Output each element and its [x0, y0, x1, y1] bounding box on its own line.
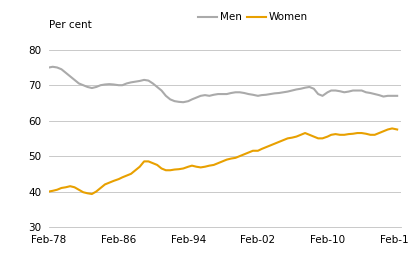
Women: [351, 132, 355, 135]
Women: [307, 133, 312, 136]
Men: [50, 65, 55, 68]
Men: [337, 90, 342, 93]
Women: [90, 193, 94, 196]
Text: Per cent: Per cent: [49, 20, 92, 30]
Women: [268, 144, 273, 147]
Men: [47, 66, 52, 69]
Women: [364, 132, 369, 135]
Men: [355, 89, 360, 92]
Women: [242, 153, 247, 156]
Men: [246, 92, 251, 96]
Women: [333, 132, 338, 136]
Men: [181, 101, 186, 104]
Legend: Men, Women: Men, Women: [194, 8, 312, 26]
Men: [368, 91, 373, 95]
Line: Men: Men: [49, 67, 397, 102]
Women: [47, 190, 52, 193]
Women: [395, 128, 400, 131]
Men: [272, 92, 277, 95]
Men: [395, 94, 400, 97]
Women: [390, 127, 395, 130]
Men: [311, 87, 316, 90]
Line: Women: Women: [49, 128, 397, 194]
